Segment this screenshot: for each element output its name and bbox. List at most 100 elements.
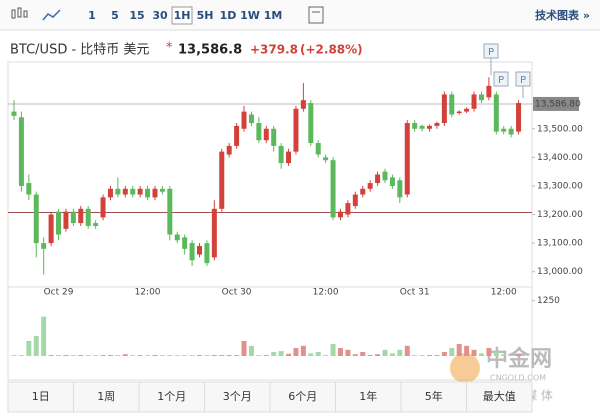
interval-button[interactable]: 15	[129, 9, 144, 22]
candle-body	[33, 194, 39, 244]
candle-body	[286, 151, 292, 164]
marker-box[interactable]	[483, 43, 499, 59]
candle-body	[189, 243, 195, 261]
candle-body	[478, 94, 484, 101]
candle-body	[197, 245, 202, 255]
interval-button[interactable]: 5H	[197, 9, 214, 22]
price-tag	[533, 96, 579, 111]
range-button[interactable]: 1周	[97, 390, 115, 403]
volume-bar	[33, 336, 39, 356]
candle-body	[226, 145, 232, 155]
volume-bar	[78, 355, 84, 356]
candle-body	[404, 123, 410, 195]
marker-box[interactable]	[515, 71, 531, 87]
volume-bar	[441, 352, 447, 356]
volume-bar	[293, 348, 299, 356]
price: 13,586.8	[178, 43, 242, 58]
price-tag-label: 13,586.80	[535, 99, 581, 109]
candle-body	[337, 211, 343, 218]
x-tick-label: 12:00	[491, 288, 517, 298]
interval-button[interactable]: 30	[152, 9, 168, 22]
volume-bar	[211, 355, 217, 356]
tech-chart-link[interactable]: 技术图表 »	[535, 8, 590, 22]
volume-tick-label: 1250	[537, 296, 560, 306]
volume-bar	[389, 353, 395, 356]
candle-body	[323, 157, 329, 161]
change: +379.8	[250, 43, 298, 57]
volume-bar	[471, 349, 477, 356]
volume-bar	[382, 349, 388, 356]
volume-bar	[241, 340, 247, 356]
interval-button[interactable]: 1W	[240, 9, 260, 22]
candle-body	[100, 197, 106, 218]
candle-body	[434, 123, 440, 126]
candle-body	[167, 188, 173, 235]
candle-body	[464, 108, 470, 112]
interval-button[interactable]: 1	[88, 9, 96, 22]
volume-bar	[367, 355, 373, 356]
asterisk: *	[166, 41, 173, 56]
y-tick-label: 13,200.00	[537, 210, 583, 220]
interval-button[interactable]: 1H	[174, 9, 191, 22]
volume-bar	[330, 344, 336, 356]
volume-bar	[278, 351, 284, 356]
candle-body	[56, 211, 62, 235]
candle-body	[300, 100, 306, 109]
volume-bar	[189, 355, 195, 356]
candle-body	[278, 145, 284, 164]
volume-bar	[516, 354, 522, 356]
line-icon[interactable]	[42, 9, 61, 21]
candle-body	[486, 85, 492, 98]
volume-bar	[226, 355, 232, 356]
candle-body	[11, 111, 17, 116]
marker-box[interactable]	[493, 71, 509, 87]
range-button[interactable]: 1日	[32, 390, 50, 403]
volume-bar	[434, 355, 440, 356]
y-tick-label: 13,400.00	[537, 153, 583, 163]
volume-bar	[100, 355, 106, 356]
volume-bar	[11, 355, 17, 356]
volume-bar	[456, 344, 462, 356]
change-pct: (+2.88%)	[300, 43, 363, 57]
volume-bar	[501, 354, 507, 356]
x-tick-label: Oct 31	[400, 288, 430, 298]
interval-button[interactable]: 5	[111, 9, 119, 22]
candle-body	[471, 94, 477, 109]
title: BTC/USD - 比特币 美元	[10, 43, 149, 58]
volume-bar	[159, 355, 165, 356]
range-button[interactable]: 6个月	[288, 390, 317, 403]
volume-bar	[404, 345, 410, 356]
volume-bar	[234, 355, 240, 356]
candle-body	[508, 128, 514, 135]
candle-icon[interactable]	[11, 7, 28, 19]
range-button[interactable]: 3个月	[223, 390, 252, 403]
range-button[interactable]: 最大值	[483, 389, 516, 403]
range-button[interactable]: 1年	[359, 389, 377, 403]
candle-body	[248, 114, 254, 124]
candle-body	[174, 234, 180, 241]
volume-bar	[107, 355, 113, 356]
volume-bar	[248, 345, 254, 356]
candle-body	[145, 188, 151, 198]
candle-body	[152, 188, 158, 198]
interval-button[interactable]: 1M	[264, 9, 283, 22]
y-tick-label: 13,500.00	[537, 124, 583, 134]
range-button[interactable]: 5年	[425, 389, 443, 403]
candle-body	[389, 177, 395, 186]
volume-bar	[41, 316, 47, 356]
volume-bar	[412, 355, 418, 356]
calc-icon[interactable]	[308, 6, 324, 24]
candle-body	[48, 214, 54, 244]
candle-body	[367, 183, 373, 189]
candle-body	[271, 128, 277, 146]
range-button[interactable]: 1个月	[157, 390, 186, 403]
volume-bar	[337, 348, 343, 356]
candle-body	[330, 160, 336, 218]
volume-bar	[427, 355, 433, 356]
plot-frame	[7, 61, 533, 381]
watermark-logo	[450, 353, 480, 383]
volume-bar	[174, 355, 180, 356]
candle-body	[256, 123, 262, 141]
interval-button[interactable]: 1D	[220, 9, 237, 22]
